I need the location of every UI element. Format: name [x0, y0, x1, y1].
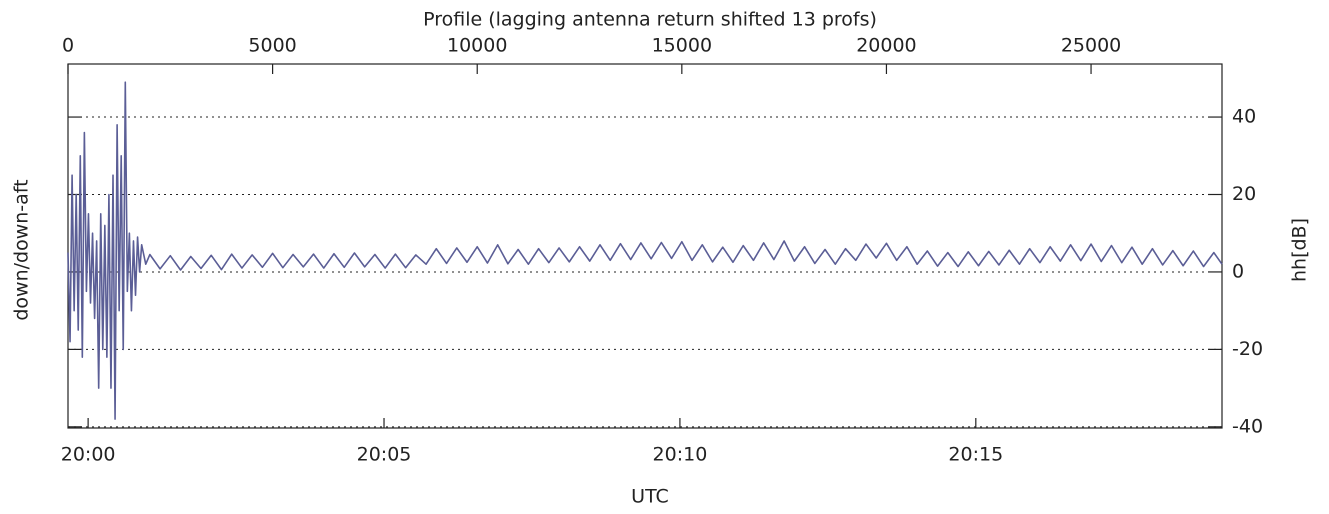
top-x-tick-label: 5000 [248, 35, 296, 57]
top-x-tick-label: 25000 [1061, 35, 1121, 57]
x-axis-title: UTC [631, 486, 669, 508]
x-tick-label: 20:10 [653, 444, 708, 466]
y-tick-label: 40 [1232, 106, 1256, 128]
top-x-tick-label: 15000 [652, 35, 712, 57]
right-axis-title: hh[dB] [1289, 218, 1311, 282]
x-tick-label: 20:15 [948, 444, 1003, 466]
left-axis-title: down/down-aft [11, 179, 33, 320]
top-x-tick-label: 20000 [856, 35, 916, 57]
y-tick-label: -40 [1232, 415, 1263, 437]
top-x-tick-label: 0 [62, 35, 74, 57]
top-axis-title: Profile (lagging antenna return shifted … [423, 9, 877, 31]
y-tick-label: 20 [1232, 183, 1256, 205]
plot-frame [67, 63, 1223, 429]
data-line [67, 81, 1223, 420]
y-tick-label: 0 [1232, 260, 1244, 282]
y-tick-label: -20 [1232, 338, 1263, 360]
top-x-tick-label: 10000 [447, 35, 507, 57]
x-tick-label: 20:05 [357, 444, 412, 466]
x-tick-label: 20:00 [61, 444, 116, 466]
